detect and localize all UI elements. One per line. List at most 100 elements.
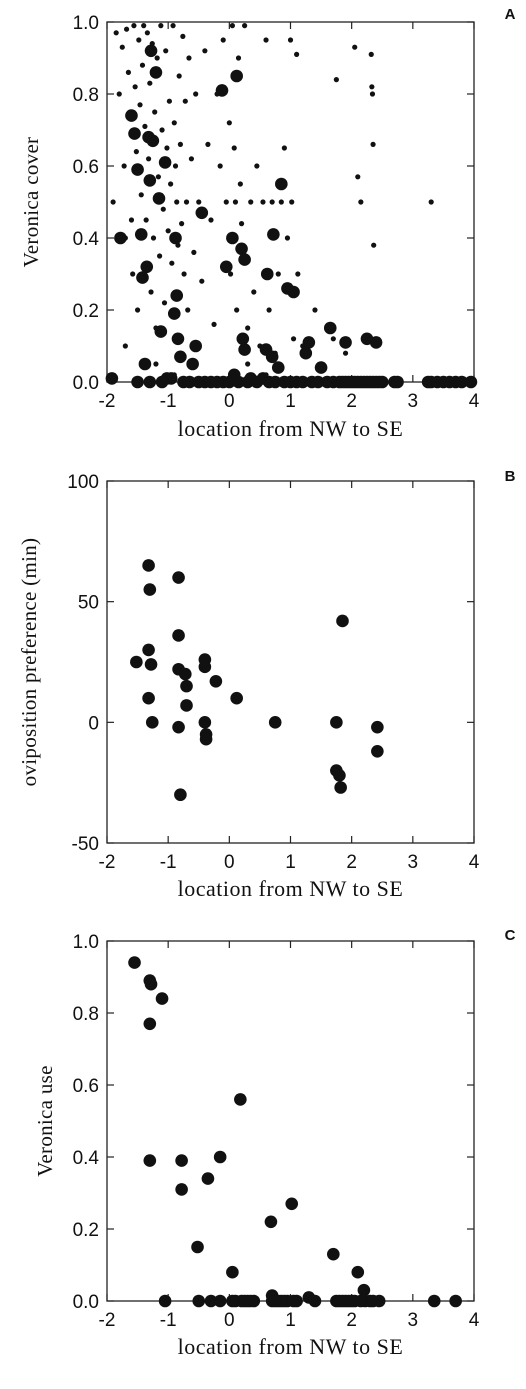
x-tick-label: 1 xyxy=(285,852,296,873)
data-point xyxy=(371,242,377,248)
data-point xyxy=(318,361,324,367)
data-point xyxy=(175,1183,188,1196)
data-point xyxy=(125,69,132,75)
data-point xyxy=(155,174,161,180)
data-point xyxy=(372,1294,386,1308)
data-point xyxy=(138,357,152,371)
data-point xyxy=(333,77,339,83)
y-axis-label: Veronica cover xyxy=(19,137,43,268)
data-point xyxy=(211,321,217,327)
y-tick-label: 0 xyxy=(88,713,99,734)
data-point xyxy=(155,375,169,389)
data-point xyxy=(241,375,254,389)
data-point xyxy=(189,339,202,353)
data-point xyxy=(143,1154,157,1167)
data-point xyxy=(128,127,141,140)
data-point xyxy=(136,271,149,284)
data-point xyxy=(427,1294,441,1308)
data-point xyxy=(371,744,384,758)
data-point xyxy=(230,691,243,705)
data-point xyxy=(159,127,165,133)
data-point xyxy=(167,307,181,320)
data-point xyxy=(238,343,251,356)
data-point xyxy=(264,1215,278,1229)
data-point xyxy=(186,357,199,371)
data-point xyxy=(357,1283,371,1297)
y-tick-label: 0.2 xyxy=(73,1220,99,1241)
data-point xyxy=(237,181,243,187)
x-tick-label: 0 xyxy=(224,852,235,873)
x-tick-label: 4 xyxy=(469,391,480,412)
data-point xyxy=(142,123,148,129)
data-point xyxy=(158,156,172,169)
data-point xyxy=(238,221,245,227)
data-point xyxy=(254,163,260,169)
data-point xyxy=(391,375,404,389)
data-point xyxy=(183,375,196,389)
data-point xyxy=(219,260,233,274)
data-point xyxy=(178,667,192,681)
data-point xyxy=(122,343,128,349)
panel-letter: C xyxy=(505,927,516,944)
data-point xyxy=(204,1294,218,1308)
data-point xyxy=(143,217,149,223)
data-point xyxy=(369,91,376,97)
data-point xyxy=(327,1247,340,1261)
y-tick-label: 0.8 xyxy=(73,1004,99,1025)
data-point xyxy=(121,163,127,169)
data-point xyxy=(113,30,119,36)
data-point xyxy=(191,249,197,255)
data-point xyxy=(238,253,251,266)
data-point xyxy=(179,221,185,227)
data-point xyxy=(119,44,125,50)
data-point xyxy=(169,231,182,245)
data-point xyxy=(170,23,176,29)
x-axis-label: location from NW to SE xyxy=(178,1334,404,1359)
data-point xyxy=(180,699,193,712)
data-point xyxy=(176,73,182,79)
data-point xyxy=(260,199,266,205)
data-point xyxy=(312,307,318,313)
data-point xyxy=(369,336,383,349)
data-point xyxy=(199,732,213,746)
data-point xyxy=(268,375,282,389)
data-point xyxy=(170,289,184,302)
data-point xyxy=(191,1240,204,1254)
data-point xyxy=(131,163,144,176)
data-point xyxy=(230,69,243,83)
data-point xyxy=(161,300,168,306)
data-point xyxy=(193,91,199,97)
data-point xyxy=(165,228,171,234)
data-point xyxy=(133,149,139,155)
data-point xyxy=(330,716,343,729)
data-point xyxy=(236,332,250,346)
data-point xyxy=(234,1093,247,1106)
data-point xyxy=(287,37,294,43)
data-point xyxy=(271,361,285,374)
data-point xyxy=(169,260,175,266)
data-point xyxy=(334,781,347,794)
data-point xyxy=(371,720,384,734)
x-tick-label: 3 xyxy=(408,852,419,873)
data-point xyxy=(128,956,141,969)
data-point xyxy=(138,192,144,198)
data-point xyxy=(198,716,212,729)
data-point xyxy=(229,23,235,29)
data-point xyxy=(213,1294,227,1308)
data-point xyxy=(153,325,159,331)
data-point xyxy=(308,1294,322,1308)
data-point xyxy=(300,343,306,349)
data-point xyxy=(144,977,158,991)
data-point xyxy=(144,658,158,671)
y-axis-label: Veronica use xyxy=(33,1065,57,1176)
data-point xyxy=(134,228,148,241)
data-point xyxy=(333,769,346,782)
x-tick-label: 0 xyxy=(224,391,235,412)
y-tick-label: 0.6 xyxy=(73,1076,99,1097)
data-point xyxy=(172,629,185,642)
x-tick-label: 2 xyxy=(346,852,357,873)
data-point xyxy=(245,325,251,331)
data-point xyxy=(186,55,192,61)
chart-panel-c: -2 -1 0 1 2 3 4 0.0 0.2 0.4 0.6 0.8 1.0 location from… xyxy=(33,927,516,1359)
